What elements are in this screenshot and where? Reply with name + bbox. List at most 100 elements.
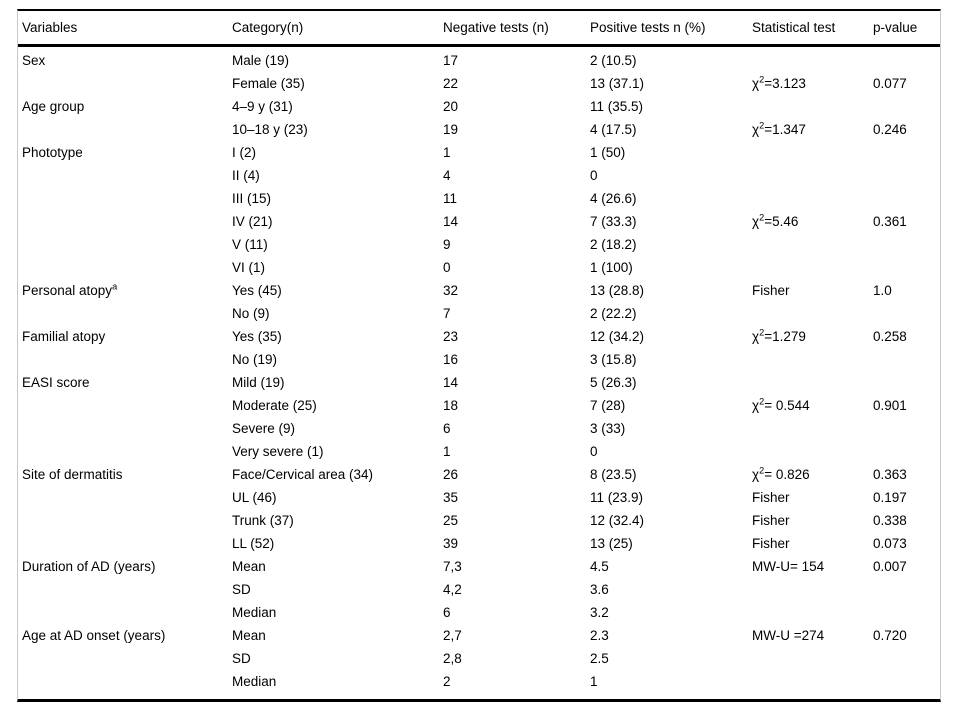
cell-negative-tests: 2,7 bbox=[443, 628, 462, 643]
cell-statistical-test: Fisher bbox=[752, 536, 790, 551]
cell-statistical-test bbox=[748, 578, 869, 601]
cell-positive-tests: 2.3 bbox=[590, 628, 609, 643]
cell-statistical-test: Fisher bbox=[752, 513, 790, 528]
cell-variable bbox=[18, 670, 228, 693]
table-body: Sex Male (19) 1 7 2 (10.5) Female (35) 22 13 (3… bbox=[18, 46, 940, 694]
table-row: Sex Male (19) 17 2 (10.5) bbox=[18, 46, 940, 73]
cell-statistical-test: Fisher bbox=[752, 283, 790, 298]
cell-statistical-test bbox=[748, 348, 869, 371]
cell-p-value: 0.197 bbox=[873, 490, 907, 505]
table-row: Age at AD onset (years) Mean 2,7 2.3 MW-U =2… bbox=[18, 624, 940, 647]
cell-variable bbox=[18, 187, 228, 210]
cell-p-value bbox=[869, 417, 940, 440]
table-row: II (4) 4 0 bbox=[18, 164, 940, 187]
column-header-category: Category(n) bbox=[228, 11, 439, 47]
table-row: No (19) 16 3 (15.8) bbox=[18, 348, 940, 371]
cell-category: Mean bbox=[232, 559, 266, 574]
cell-positive-tests: 1 (100) bbox=[590, 260, 633, 275]
cell-positive-tests: 1 bbox=[590, 674, 598, 689]
cell-positive-tests: 8 (23.5) bbox=[590, 467, 637, 482]
cell-statistical-test bbox=[748, 440, 869, 463]
column-header-negative-tests: Negative tests (n) bbox=[439, 11, 586, 47]
cell-negative-tests: 9 bbox=[443, 237, 451, 252]
cell-statistical-test: χ2=1.279 bbox=[752, 327, 806, 344]
cell-p-value: 0.246 bbox=[873, 122, 907, 137]
cell-category: 10–18 y (23) bbox=[232, 122, 308, 137]
cell-variable: Age group bbox=[22, 99, 85, 114]
table-row: Personal atopya Yes (45) 32 13 (28.8) Fisher… bbox=[18, 279, 940, 302]
cell-variable bbox=[18, 394, 228, 417]
cell-p-value bbox=[869, 647, 940, 670]
cell-positive-tests: 7 (33.3) bbox=[590, 214, 637, 229]
cell-negative-tests: 39 bbox=[443, 536, 459, 551]
cell-positive-tests: 2 (18.2) bbox=[590, 237, 637, 252]
cell-category: Face/Cervical area (34) bbox=[232, 467, 374, 482]
cell-positive-tests: 2 (10.5) bbox=[590, 53, 637, 68]
cell-positive-tests: 4 (17.5) bbox=[590, 122, 637, 137]
cell-category: II (4) bbox=[232, 168, 260, 183]
cell-category: Mild (19) bbox=[232, 375, 285, 390]
cell-positive-tests: 11 (35.5) bbox=[590, 99, 644, 114]
statistics-table-container: Variables Category(n) Negative tests (n)… bbox=[17, 9, 941, 702]
cell-negative-tests: 23 bbox=[443, 329, 459, 344]
cell-negative-tests: 4,2 bbox=[443, 582, 462, 597]
cell-p-value: 0.901 bbox=[873, 398, 907, 413]
cell-variable: Phototype bbox=[22, 145, 83, 160]
cell-negative-tests: 7 bbox=[443, 306, 451, 321]
table-row: SD 4,2 3.6 bbox=[18, 578, 940, 601]
cell-negative-tests: 4 bbox=[443, 168, 451, 183]
cell-positive-tests: 13 (28.8) bbox=[590, 283, 645, 298]
cell-statistical-test bbox=[748, 302, 869, 325]
table-row: Phototype I (2) 1 1 (50) bbox=[18, 141, 940, 164]
column-header-variables: Variables bbox=[18, 11, 228, 47]
cell-negative-tests: 14 bbox=[443, 214, 459, 229]
cell-category: No (19) bbox=[232, 352, 278, 367]
table-row: Very severe (1) 1 0 bbox=[18, 440, 940, 463]
cell-negative-tests: 0 bbox=[443, 260, 451, 275]
cell-category: VI (1) bbox=[232, 260, 266, 275]
cell-positive-tests: 7 (28) bbox=[590, 398, 626, 413]
cell-variable bbox=[18, 486, 228, 509]
table-row: Median 2 1 bbox=[18, 670, 940, 693]
cell-positive-tests: 5 (26.3) bbox=[590, 375, 637, 390]
table-row: Female (35) 22 13 (37.1) χ2=3.123 0.077 bbox=[18, 72, 940, 95]
cell-variable bbox=[18, 417, 228, 440]
cell-variable: Site of dermatitis bbox=[22, 467, 123, 482]
cell-category: Male (19) bbox=[232, 53, 290, 68]
cell-p-value: 0.338 bbox=[873, 513, 907, 528]
cell-p-value bbox=[869, 164, 940, 187]
cell-p-value bbox=[869, 233, 940, 256]
cell-p-value: 0.363 bbox=[873, 467, 907, 482]
cell-variable: Age at AD onset (years) bbox=[22, 628, 166, 643]
table-header: Variables Category(n) Negative tests (n)… bbox=[18, 11, 940, 47]
cell-positive-tests: 0 bbox=[590, 168, 598, 183]
cell-p-value bbox=[869, 302, 940, 325]
column-header-p-value: p-value bbox=[869, 11, 940, 47]
cell-p-value bbox=[869, 348, 940, 371]
cell-variable bbox=[18, 118, 228, 141]
cell-statistical-test bbox=[748, 141, 869, 164]
cell-variable: Familial atopy bbox=[22, 329, 106, 344]
column-header-positive-tests: Positive tests n (%) bbox=[586, 11, 748, 47]
cell-statistical-test bbox=[748, 601, 869, 624]
cell-category: Moderate (25) bbox=[232, 398, 317, 413]
cell-p-value: 0.258 bbox=[873, 329, 907, 344]
cell-statistical-test: χ2= 0.826 bbox=[752, 465, 810, 482]
cell-variable bbox=[18, 210, 228, 233]
table-row: IV (21) 14 7 (33.3) χ2=5.46 0.361 bbox=[18, 210, 940, 233]
cell-category: Mean bbox=[232, 628, 266, 643]
cell-statistical-test bbox=[748, 46, 869, 73]
table-row: Moderate (25) 18 7 (28) χ2= 0.544 0.901 bbox=[18, 394, 940, 417]
cell-variable: Sex bbox=[22, 53, 46, 68]
cell-statistical-test: χ2=3.123 bbox=[752, 74, 806, 91]
cell-p-value bbox=[869, 578, 940, 601]
cell-category: SD bbox=[232, 651, 251, 666]
table-row: Duration of AD (years) Mean 7,3 4.5 MW-U= 15… bbox=[18, 555, 940, 578]
cell-positive-tests: 1 (50) bbox=[590, 145, 626, 160]
cell-p-value bbox=[869, 440, 940, 463]
cell-negative-tests: 14 bbox=[443, 375, 459, 390]
cell-variable bbox=[18, 509, 228, 532]
cell-p-value: 0.720 bbox=[873, 628, 907, 643]
cell-category: III (15) bbox=[232, 191, 272, 206]
cell-negative-tests: 11 bbox=[443, 191, 458, 206]
